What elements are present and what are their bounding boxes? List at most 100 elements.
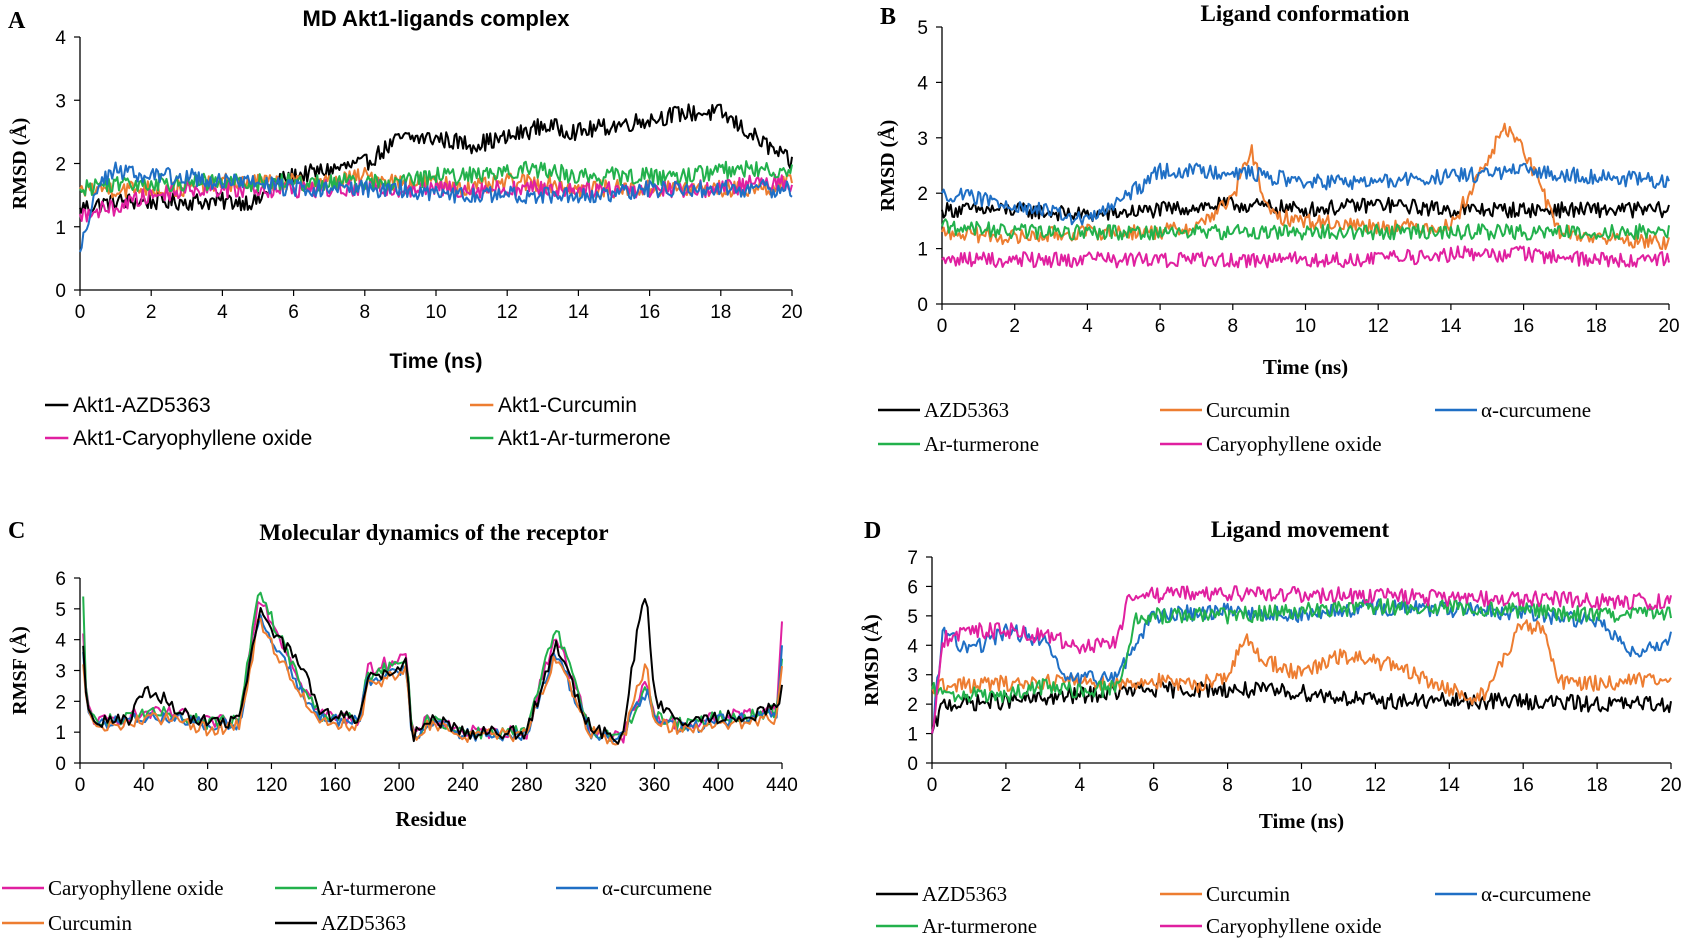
panel-a-legend-entry-akt1-curcumin: Akt1-Curcumin xyxy=(498,394,637,417)
panel-b-legend-entry-azd5363: AZD5363 xyxy=(924,398,1009,422)
panel-b-y-axis-label: RMSD (Å) xyxy=(876,120,899,212)
panel-b-x-tick-label: 18 xyxy=(1586,316,1607,337)
panel-b-y-tick-label: 1 xyxy=(917,240,928,261)
panel-b-x-axis-label: Time (ns) xyxy=(1263,355,1348,379)
panel-d-y-tick-label: 1 xyxy=(907,725,918,746)
panel-c-legend-entry-caryophyllene-oxide: Caryophyllene oxide xyxy=(48,876,224,900)
panel-a-y-tick-label: 1 xyxy=(55,218,66,239)
panel-a-legend-entry-akt1-caryophyllene-oxide: Akt1-Caryophyllene oxide xyxy=(73,427,312,450)
panel-d-x-tick-label: 12 xyxy=(1365,775,1386,796)
panel-c-x-tick-label: 0 xyxy=(75,775,86,796)
panel-b-x-tick-label: 0 xyxy=(937,316,948,337)
panel-a-x-tick-label: 10 xyxy=(425,302,446,323)
panel-b-legend-entry-caryophyllene-oxide: Caryophyllene oxide xyxy=(1206,432,1382,456)
panel-c-label: C xyxy=(8,518,25,544)
panel-d-series-curcumene xyxy=(931,598,1672,734)
panel-c-legend-entry-azd5363: AZD5363 xyxy=(321,911,406,935)
panel-c-series-azd5363 xyxy=(82,598,783,745)
panel-c-series-curcumin xyxy=(82,617,783,746)
panel-d-title: Ligand movement xyxy=(1211,517,1390,542)
panel-a-y-tick-label: 0 xyxy=(55,281,66,302)
panel-d-x-axis-label: Time (ns) xyxy=(1259,809,1344,833)
panel-c-x-tick-label: 280 xyxy=(511,775,543,796)
panel-a-series-akt1-azd5363 xyxy=(79,103,793,214)
panel-b-legend-entry-curcumin: Curcumin xyxy=(1206,398,1290,422)
panel-d-y-tick-label: 2 xyxy=(907,695,918,716)
panel-b-y-tick-label: 2 xyxy=(917,184,928,205)
panel-d-y-tick-label: 0 xyxy=(907,754,918,775)
panel-d-series-ar-turmerone xyxy=(931,598,1672,703)
panel-c-x-tick-label: 120 xyxy=(256,775,288,796)
panel-a-title: MD Akt1-ligands complex xyxy=(303,6,571,31)
panel-d-x-tick-label: 2 xyxy=(1001,775,1012,796)
panel-b-x-tick-label: 2 xyxy=(1009,316,1020,337)
panel-c-y-tick-label: 4 xyxy=(55,631,66,652)
panel-d-x-tick-label: 14 xyxy=(1439,775,1461,796)
panel-d-x-tick-label: 18 xyxy=(1587,775,1608,796)
panel-d-x-tick-label: 0 xyxy=(927,775,938,796)
panel-c-x-tick-label: 200 xyxy=(383,775,415,796)
panel-b-y-tick-label: 3 xyxy=(917,129,928,150)
panel-d-series-curcumin xyxy=(931,619,1672,706)
panel-c-y-tick-label: 3 xyxy=(55,662,66,683)
panel-c-y-tick-label: 1 xyxy=(55,723,66,744)
panel-d-x-tick-label: 4 xyxy=(1075,775,1086,796)
panel-d-legend-entry-curcumin: Curcumin xyxy=(1206,882,1290,906)
panel-b-series-ar-turmerone xyxy=(941,218,1670,241)
panel-c-x-tick-label: 40 xyxy=(133,775,154,796)
panel-b-y-tick-label: 5 xyxy=(917,18,928,39)
panel-b-y-tick-label: 4 xyxy=(917,73,928,94)
panel-a-x-axis-label: Time (ns) xyxy=(390,350,483,373)
panel-c-x-tick-label: 80 xyxy=(197,775,218,796)
panel-d-legend-entry-caryophyllene-oxide: Caryophyllene oxide xyxy=(1206,914,1382,938)
panel-b-y-tick-label: 0 xyxy=(917,295,928,316)
panel-d-x-tick-label: 6 xyxy=(1148,775,1159,796)
panel-c-x-tick-label: 360 xyxy=(639,775,671,796)
panel-d-label: D xyxy=(864,518,881,544)
panel-c-series-curcumene xyxy=(82,614,783,743)
panel-c-x-tick-label: 400 xyxy=(702,775,734,796)
panel-b-x-tick-label: 12 xyxy=(1368,316,1389,337)
panel-a-series-akt1-ar-turmerone xyxy=(79,160,793,197)
panel-a-x-tick-label: 16 xyxy=(639,302,660,323)
panel-a-legend-entry-akt1-ar-turmerone: Akt1-Ar-turmerone xyxy=(498,427,671,450)
panel-d-series-azd5363 xyxy=(931,680,1672,734)
panel-c-x-tick-label: 440 xyxy=(766,775,798,796)
panel-b-x-tick-label: 16 xyxy=(1513,316,1534,337)
panel-a-y-tick-label: 3 xyxy=(55,91,66,112)
panel-b-title: Ligand conformation xyxy=(1201,1,1410,26)
panel-a-x-tick-label: 18 xyxy=(710,302,731,323)
panel-c-x-tick-label: 240 xyxy=(447,775,479,796)
panel-c-legend-entry-curcumene: α-curcumene xyxy=(602,876,712,900)
panel-a-y-tick-label: 2 xyxy=(55,155,66,176)
panel-d-x-tick-label: 10 xyxy=(1291,775,1312,796)
panel-a-y-axis-label: RMSD (Å) xyxy=(8,118,31,210)
panel-d-x-tick-label: 20 xyxy=(1660,775,1681,796)
panel-b-x-tick-label: 4 xyxy=(1082,316,1093,337)
panel-d-y-tick-label: 6 xyxy=(907,577,918,598)
panel-c-x-tick-label: 320 xyxy=(575,775,607,796)
panel-b-series-azd5363 xyxy=(941,196,1670,223)
panel-b-series-curcumene xyxy=(941,162,1670,226)
panel-d-x-tick-label: 8 xyxy=(1222,775,1233,796)
panel-a-x-tick-label: 6 xyxy=(288,302,299,323)
panel-a-x-tick-label: 8 xyxy=(360,302,371,323)
panel-b-label: B xyxy=(880,4,896,30)
panel-d-y-tick-label: 4 xyxy=(907,636,918,657)
panel-c-y-tick-label: 5 xyxy=(55,600,66,621)
panel-b-series-caryophyllene-oxide xyxy=(941,245,1670,269)
panel-d-legend-entry-ar-turmerone: Ar-turmerone xyxy=(922,914,1037,938)
panel-a-legend-entry-akt1-azd5363: Akt1-AZD5363 xyxy=(73,394,211,417)
panel-c-y-tick-label: 6 xyxy=(55,569,66,590)
panel-a-x-tick-label: 20 xyxy=(781,302,802,323)
panel-c-title: Molecular dynamics of the receptor xyxy=(259,520,608,545)
panel-b-x-tick-label: 14 xyxy=(1440,316,1462,337)
panel-c-y-axis-label: RMSF (Å) xyxy=(8,626,31,715)
panel-a-x-tick-label: 4 xyxy=(217,302,228,323)
panel-d-series-caryophyllene-oxide xyxy=(931,585,1672,734)
panel-d-y-tick-label: 5 xyxy=(907,607,918,628)
panel-a-x-tick-label: 12 xyxy=(497,302,518,323)
panel-d-y-axis-label: RMSD (Å) xyxy=(860,614,883,706)
panel-c-y-tick-label: 0 xyxy=(55,754,66,775)
